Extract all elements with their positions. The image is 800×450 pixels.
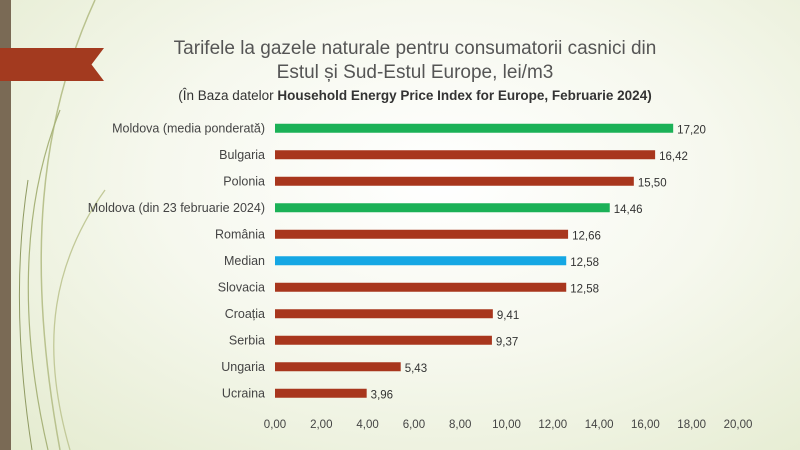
category-label: Bulgaria [219,148,265,162]
category-label: Moldova (media ponderată) [112,121,265,135]
category-label: Serbia [229,333,265,347]
data-label: 16,42 [659,151,688,163]
bar [275,256,567,266]
data-label: 3,96 [371,389,393,401]
category-label: Slovacia [218,280,265,294]
bar [275,282,567,292]
x-tick-label: 16,00 [631,419,660,431]
bar [275,229,569,239]
data-label: 12,58 [570,283,599,295]
data-label: 9,37 [496,336,518,348]
category-label: Median [224,254,265,268]
data-label: 12,58 [570,257,599,269]
x-tick-label: 4,00 [356,419,378,431]
chart-title-line1: Tarifele la gazele naturale pentru consu… [173,38,657,59]
data-label: 5,43 [405,363,427,375]
data-label: 12,66 [572,230,601,242]
bar [275,203,610,213]
bar [275,362,401,372]
category-label: Ungaria [221,360,265,374]
data-label: 9,41 [497,310,519,322]
x-tick-label: 20,00 [724,419,753,431]
left-decor-bar [0,0,11,450]
data-label: 15,50 [638,177,667,189]
category-label: Moldova (din 23 februarie 2024) [88,201,265,215]
x-tick-label: 2,00 [310,419,332,431]
x-tick-label: 0,00 [264,419,286,431]
bar [275,123,674,133]
data-label: 14,46 [614,204,643,216]
category-label: România [215,227,265,241]
category-label: Ucraina [222,386,265,400]
x-tick-label: 18,00 [677,419,706,431]
chart-subtitle: (În Baza datelor Household Energy Price … [110,88,720,103]
bar [275,309,493,319]
bar [275,335,492,345]
subtitle-bold: Household Energy Price Index for Europe,… [277,88,652,103]
subtitle-prefix: (În Baza datelor [178,88,278,103]
x-tick-label: 8,00 [449,419,471,431]
chart-title-line2: Estul și Sud-Estul Europe, lei/m3 [276,62,554,83]
x-tick-label: 12,00 [538,419,567,431]
bar [275,150,656,160]
x-tick-label: 14,00 [585,419,614,431]
category-label: Polonia [223,174,265,188]
bar [275,176,634,186]
title-ribbon [0,48,104,81]
data-label: 17,20 [677,124,706,136]
category-label: Croația [225,307,265,321]
x-tick-label: 10,00 [492,419,521,431]
x-tick-label: 6,00 [403,419,425,431]
bar [275,388,367,398]
